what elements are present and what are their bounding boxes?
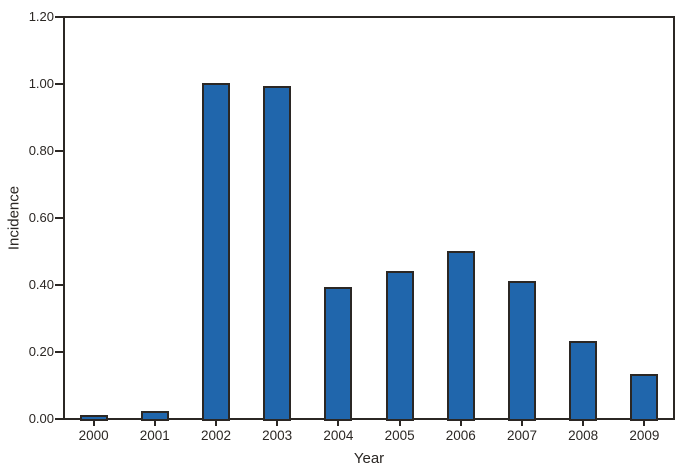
x-tick-mark <box>643 420 646 426</box>
x-tick-mark <box>276 420 279 426</box>
x-tick-mark <box>521 420 523 426</box>
bar-2009 <box>630 374 659 421</box>
x-tick-label-2008: 2008 <box>568 428 599 443</box>
x-tick-mark <box>398 420 401 426</box>
y-tick-label: 0.60 <box>28 210 54 225</box>
x-tick-mark <box>459 420 462 426</box>
x-tick-mark <box>337 420 340 426</box>
bar-2002 <box>202 83 230 421</box>
y-tick-mark <box>55 284 63 286</box>
y-tick-label: 0.00 <box>28 411 54 426</box>
x-axis-title: Year <box>353 450 385 467</box>
y-tick-label: 0.40 <box>28 277 54 292</box>
y-tick-label: 0.80 <box>28 143 54 158</box>
y-tick-mark <box>55 16 63 18</box>
y-tick-label: 0.20 <box>28 344 54 359</box>
x-tick-mark <box>92 420 95 426</box>
x-tick-label-2009: 2009 <box>629 428 660 443</box>
bar-2007 <box>508 280 536 421</box>
bar-2008 <box>569 340 598 421</box>
x-tick-label-2000: 2000 <box>78 428 109 443</box>
x-tick-label-2003: 2003 <box>262 428 293 443</box>
x-tick-label-2001: 2001 <box>139 428 170 443</box>
x-tick-mark <box>153 420 156 426</box>
x-tick-mark <box>215 420 217 426</box>
y-tick-mark <box>55 217 63 219</box>
x-tick-label-2002: 2002 <box>200 428 232 443</box>
y-tick-mark <box>55 351 63 353</box>
bar-2000 <box>79 414 108 421</box>
x-tick-label-2007: 2007 <box>506 428 538 443</box>
x-tick-label-2006: 2006 <box>445 428 476 443</box>
x-tick-label-2004: 2004 <box>323 428 354 443</box>
y-tick-label: 1.20 <box>28 9 54 24</box>
bar-2006 <box>446 250 475 421</box>
x-tick-mark <box>582 420 585 426</box>
y-tick-mark <box>55 150 63 152</box>
y-tick-label: 1.00 <box>28 76 54 91</box>
y-tick-mark <box>55 83 63 85</box>
y-tick-mark <box>55 418 63 420</box>
bar-2005 <box>385 270 414 421</box>
bar-2004 <box>324 287 353 421</box>
x-tick-label-2005: 2005 <box>384 428 415 443</box>
bar-2003 <box>263 86 292 421</box>
